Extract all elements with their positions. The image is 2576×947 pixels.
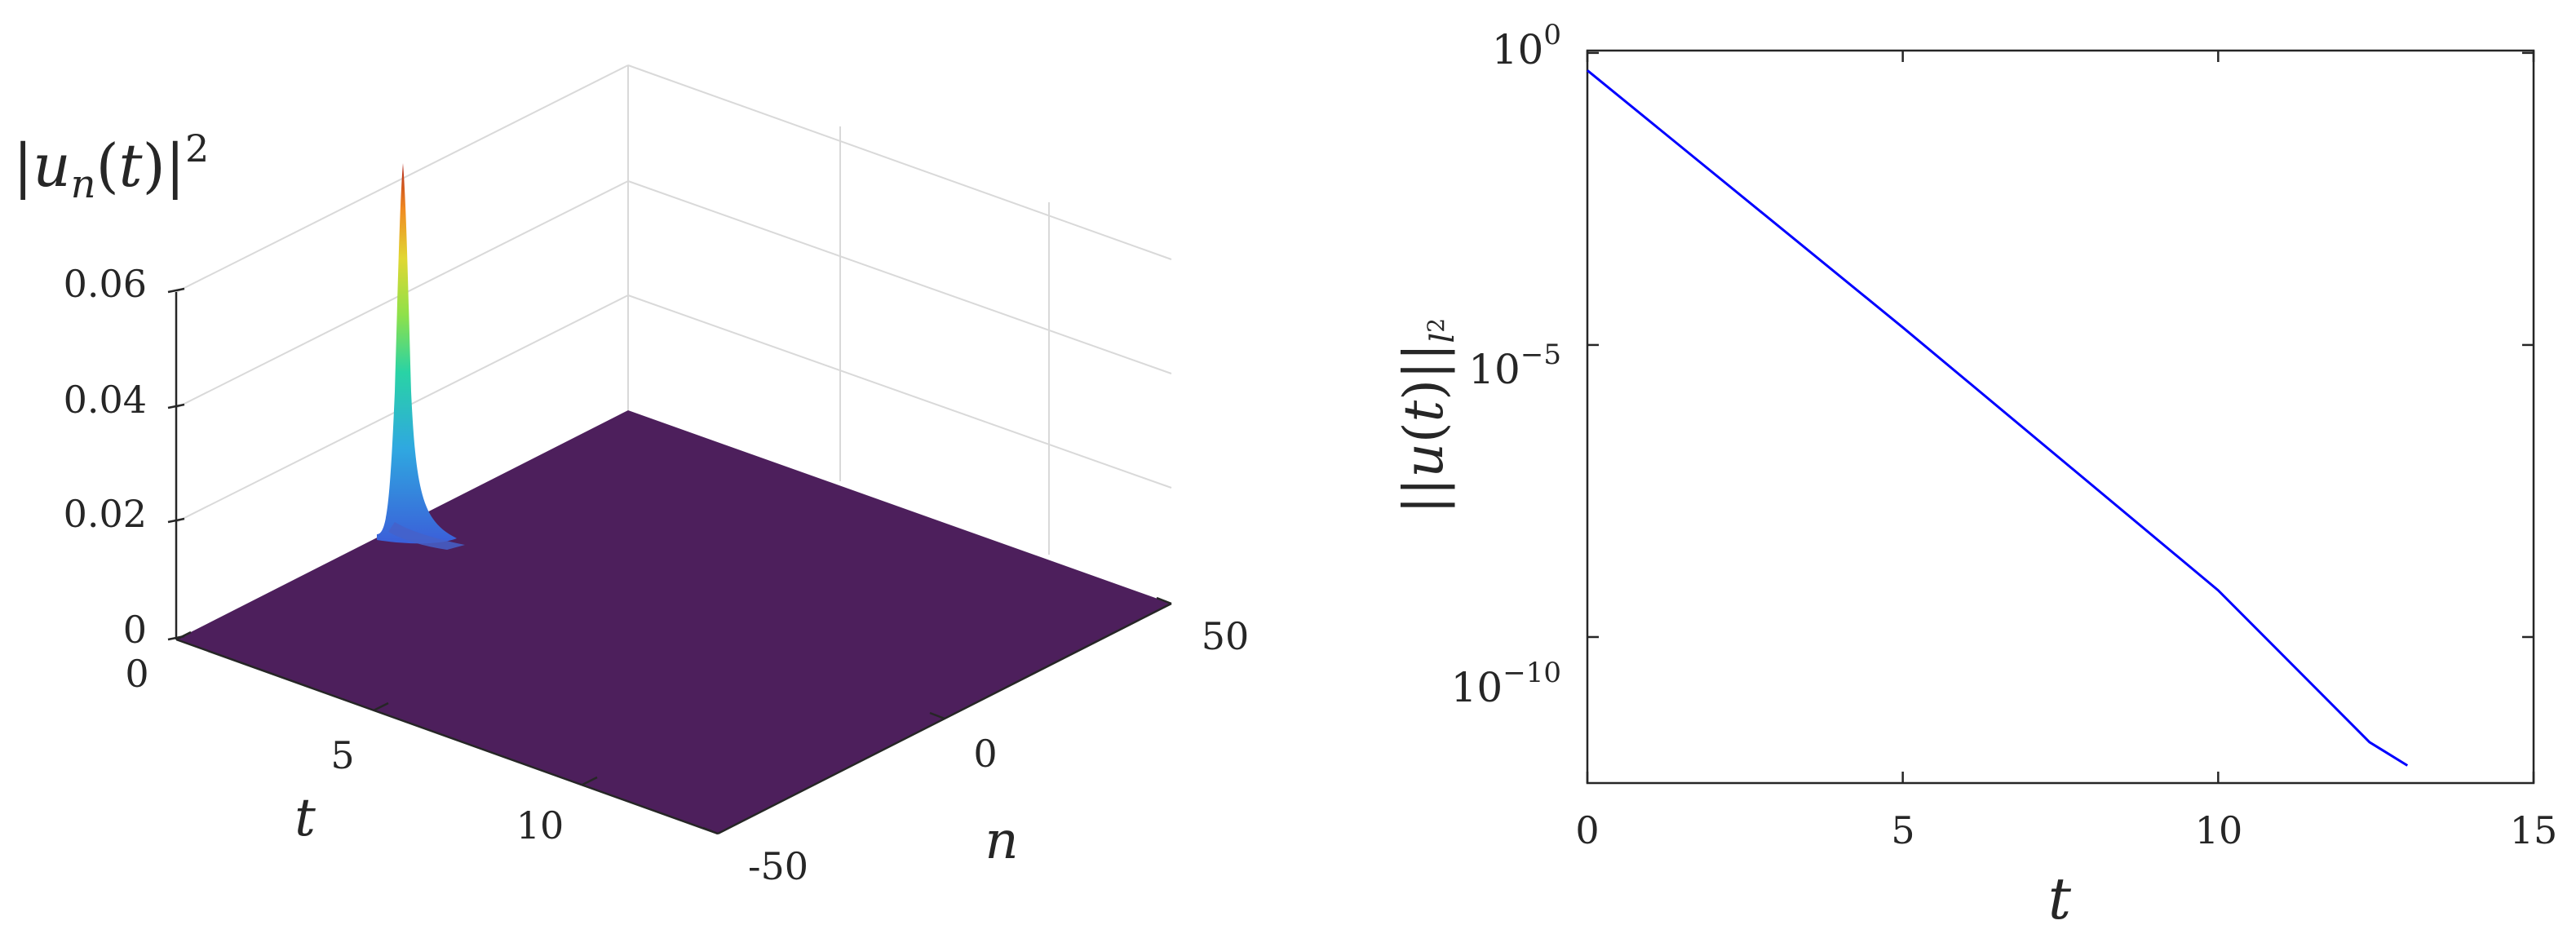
- x-tick-15: 15: [2510, 808, 2558, 852]
- surface-peak: [377, 163, 465, 550]
- x-tick-0: 0: [1575, 808, 1599, 852]
- surface-floor: [176, 410, 1171, 834]
- n-tick-marks: [702, 596, 1172, 835]
- n-axis-label: n: [985, 811, 1018, 871]
- series-line: [1587, 69, 2409, 767]
- t-axis-label: t: [294, 788, 316, 848]
- t-tick-10: 10: [516, 803, 564, 847]
- t-tick-marks: [175, 631, 598, 786]
- y-tick-1e-5: 10−5: [1468, 339, 1561, 393]
- y-tick-1e-10: 10−10: [1451, 657, 1561, 711]
- n-tick-50: 50: [1202, 614, 1250, 658]
- surface-plot: 0.06 0.04 0.02 0 0 5 10 -50 0 50 |un(t)|…: [13, 64, 1250, 888]
- line-plot-ticks: [1586, 51, 2535, 783]
- t-tick-5: 5: [330, 733, 354, 777]
- z-tick-0.02: 0.02: [64, 492, 147, 536]
- plot-frame: [1586, 49, 2535, 785]
- z-tick-0: 0: [123, 608, 147, 652]
- n-tick-0: 0: [973, 732, 997, 776]
- x-axis-label: t: [2048, 865, 2072, 932]
- x-tick-5: 5: [1891, 808, 1914, 852]
- line-plot: 0 5 10 15 100 10−5 10−10 t ||u(t)||l2: [1392, 19, 2557, 932]
- z-axis-label: |un(t)|2: [13, 126, 209, 207]
- n-tick-neg50: -50: [748, 844, 808, 888]
- y-tick-1e0: 100: [1492, 19, 1561, 73]
- z-tick-0.06: 0.06: [64, 262, 147, 306]
- z-tick-0.04: 0.04: [64, 378, 147, 422]
- t-tick-0: 0: [125, 652, 148, 696]
- y-axis-label: ||u(t)||l2: [1392, 318, 1462, 514]
- x-tick-10: 10: [2195, 808, 2243, 852]
